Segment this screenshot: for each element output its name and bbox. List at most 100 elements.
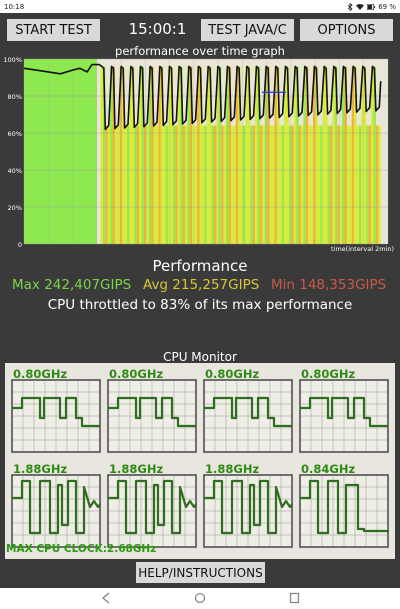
cpu-monitor-title: CPU Monitor (163, 350, 237, 364)
throttle-stripe (257, 66, 260, 245)
cpu-core-graph: 1.88GHz (107, 461, 197, 549)
throttle-stripe (194, 125, 198, 244)
throttle-stripe (122, 66, 125, 245)
start-test-button[interactable]: START TEST (7, 19, 100, 41)
throttle-stripe (201, 125, 205, 244)
throttle-stripe (148, 66, 152, 245)
cpu-core-graph: 0.80GHz (203, 366, 293, 454)
core-frequency-line (204, 396, 292, 428)
throttle-stripe (284, 66, 287, 245)
throttle-stripe (267, 66, 270, 245)
max-cpu-clock: MAX CPU CLOCK:2.68GHz (6, 543, 157, 555)
cpu-core-graph: 1.88GHz (203, 461, 293, 549)
navigation-bar (0, 588, 400, 609)
throttle-stripe (117, 125, 120, 244)
performance-heading: Performance (152, 257, 248, 275)
home-icon[interactable] (194, 592, 206, 604)
throttle-stripe (214, 125, 217, 244)
recents-icon[interactable] (289, 592, 300, 604)
y-tick-label: 40% (8, 167, 22, 175)
throttle-stripe (308, 125, 311, 244)
help-instructions-button[interactable]: HELP/INSTRUCTIONS (136, 562, 265, 583)
throttle-stripe (240, 125, 243, 244)
throttle-stripe (177, 66, 181, 245)
throttle-stripe (223, 125, 227, 244)
throttle-stripe (371, 66, 374, 245)
options-button[interactable]: OPTIONS (300, 19, 393, 41)
core-frequency-line (300, 479, 389, 535)
throttle-stripe (262, 125, 265, 244)
core-frequency-label: 0.80GHz (205, 367, 260, 381)
throttle-stripe (255, 66, 258, 245)
throttle-stripe (209, 66, 212, 245)
throttle-stripe (211, 125, 215, 244)
throttle-stripe (361, 66, 364, 245)
throttle-stripe (182, 125, 186, 244)
throttle-stripe (156, 125, 159, 244)
throttle-stripe (187, 66, 190, 245)
core-frequency-line (108, 479, 197, 535)
throttle-stripe (332, 66, 335, 245)
throttle-stripe (168, 66, 171, 245)
throttle-stripe (259, 125, 263, 244)
throttle-stripe (334, 66, 338, 245)
throttle-stripe (153, 125, 157, 244)
throttle-stripe (180, 66, 183, 245)
throttle-stripe (342, 66, 345, 245)
throttle-stripe (315, 66, 318, 245)
core-frequency-label: 0.80GHz (13, 367, 68, 381)
throttle-summary: CPU throttled to 83% of its max performa… (47, 297, 353, 313)
core-frequency-label: 1.88GHz (13, 462, 68, 476)
throttle-stripe (325, 66, 328, 245)
throttle-stripe (192, 125, 195, 244)
throttle-stripe (199, 66, 202, 245)
avg-performance: Avg 215,257GIPS (143, 277, 260, 293)
y-tick-label: 60% (8, 130, 22, 138)
throttle-stripe (303, 66, 306, 245)
wifi-icon (356, 4, 365, 10)
throttle-stripe (131, 66, 135, 245)
warm-phase-fill (24, 59, 97, 244)
min-performance: Min 148,353GIPS (271, 277, 387, 293)
throttle-stripe (102, 66, 106, 245)
throttle-stripe (378, 125, 381, 244)
throttle-stripe (354, 66, 357, 245)
throttle-stripe (141, 66, 144, 245)
throttle-stripe (204, 125, 207, 244)
throttle-stripe (363, 66, 367, 245)
throttle-stripe (107, 125, 111, 244)
throttle-stripe (163, 125, 166, 244)
throttle-stripe (105, 125, 108, 244)
core-frequency-line (300, 396, 388, 428)
throttle-stripe (317, 125, 321, 244)
throttle-stripe (197, 66, 200, 245)
throttle-stripe (218, 66, 222, 245)
throttle-stripe (110, 66, 113, 245)
x-axis-caption: time(interval 2min) (331, 245, 394, 253)
test-java-button[interactable]: TEST JAVA/C (201, 19, 294, 41)
throttle-stripe (146, 125, 149, 244)
cpu-core-graph: 0.84GHz (299, 461, 389, 549)
throttle-stripe (216, 66, 219, 245)
throttle-stripe (226, 66, 229, 245)
throttle-stripe (300, 125, 304, 244)
throttle-stripe (288, 125, 292, 244)
throttle-stripe (245, 66, 248, 245)
throttle-stripe (114, 125, 118, 244)
throttle-stripe (298, 125, 301, 244)
core-frequency-line (108, 396, 196, 428)
throttle-stripe (279, 125, 282, 244)
max-performance: Max 242,407GIPS (12, 277, 132, 293)
core-frequency-label: 1.88GHz (109, 462, 164, 476)
status-time: 10:18 (4, 2, 25, 11)
performance-line (23, 63, 382, 131)
throttle-stripe (235, 66, 239, 245)
throttle-stripe (228, 66, 231, 245)
throttle-stripe (206, 66, 210, 245)
back-icon[interactable] (101, 592, 111, 604)
throttle-stripe (134, 125, 137, 244)
throttle-stripe (296, 66, 299, 245)
y-tick-label: 0 (18, 241, 22, 249)
throttle-stripe (238, 66, 241, 245)
throttle-stripe (139, 66, 142, 245)
